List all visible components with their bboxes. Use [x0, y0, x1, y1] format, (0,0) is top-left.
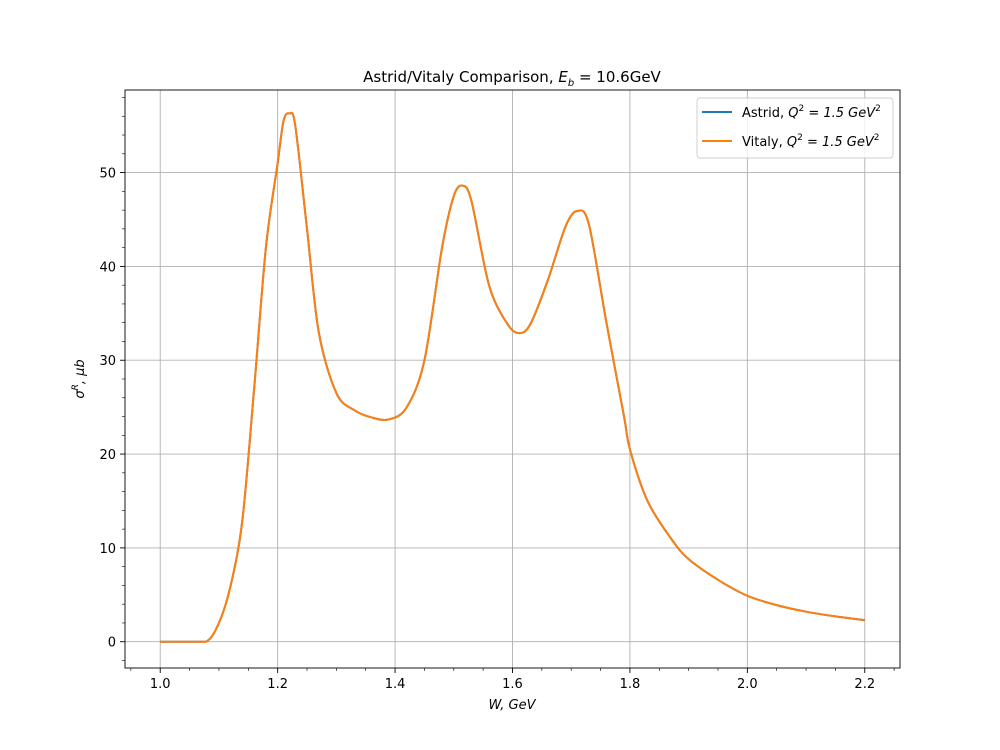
x-tick-label: 1.2	[267, 677, 288, 692]
x-tick-label: 2.2	[854, 677, 875, 692]
y-axis: 0 10 20 30 40 50	[99, 97, 125, 661]
legend-box	[696, 97, 894, 159]
legend: Astrid, Q2 = 1.5 GeV2 Vitaly, Q2 = 1.5 G…	[696, 97, 894, 159]
y-tick-label: 0	[108, 636, 116, 651]
legend-label-astrid: Astrid, Q2 = 1.5 GeV2	[742, 104, 881, 121]
x-tick-label: 1.0	[150, 677, 171, 692]
chart-title: Astrid/Vitaly Comparison, Eb = 10.6GeV	[363, 68, 661, 89]
x-axis-label: W, GeV	[488, 698, 536, 713]
y-axis-label: σR, μb	[71, 359, 88, 398]
y-tick-label: 20	[99, 448, 116, 463]
x-axis: 1.0 1.2 1.4 1.6 1.8 2.0 2.2	[130, 668, 895, 692]
x-tick-label: 1.6	[502, 677, 523, 692]
y-tick-label: 50	[99, 167, 116, 182]
x-tick-label: 2.0	[737, 677, 758, 692]
series-line-vitaly	[160, 111, 865, 643]
legend-label-vitaly: Vitaly, Q2 = 1.5 GeV2	[742, 133, 880, 150]
y-tick-label: 30	[99, 354, 116, 369]
x-tick-label: 1.8	[620, 677, 641, 692]
y-tick-label: 40	[99, 260, 116, 275]
y-tick-label: 10	[99, 542, 116, 557]
x-tick-label: 1.4	[385, 677, 406, 692]
series-lines	[160, 111, 865, 643]
grid	[125, 90, 900, 668]
